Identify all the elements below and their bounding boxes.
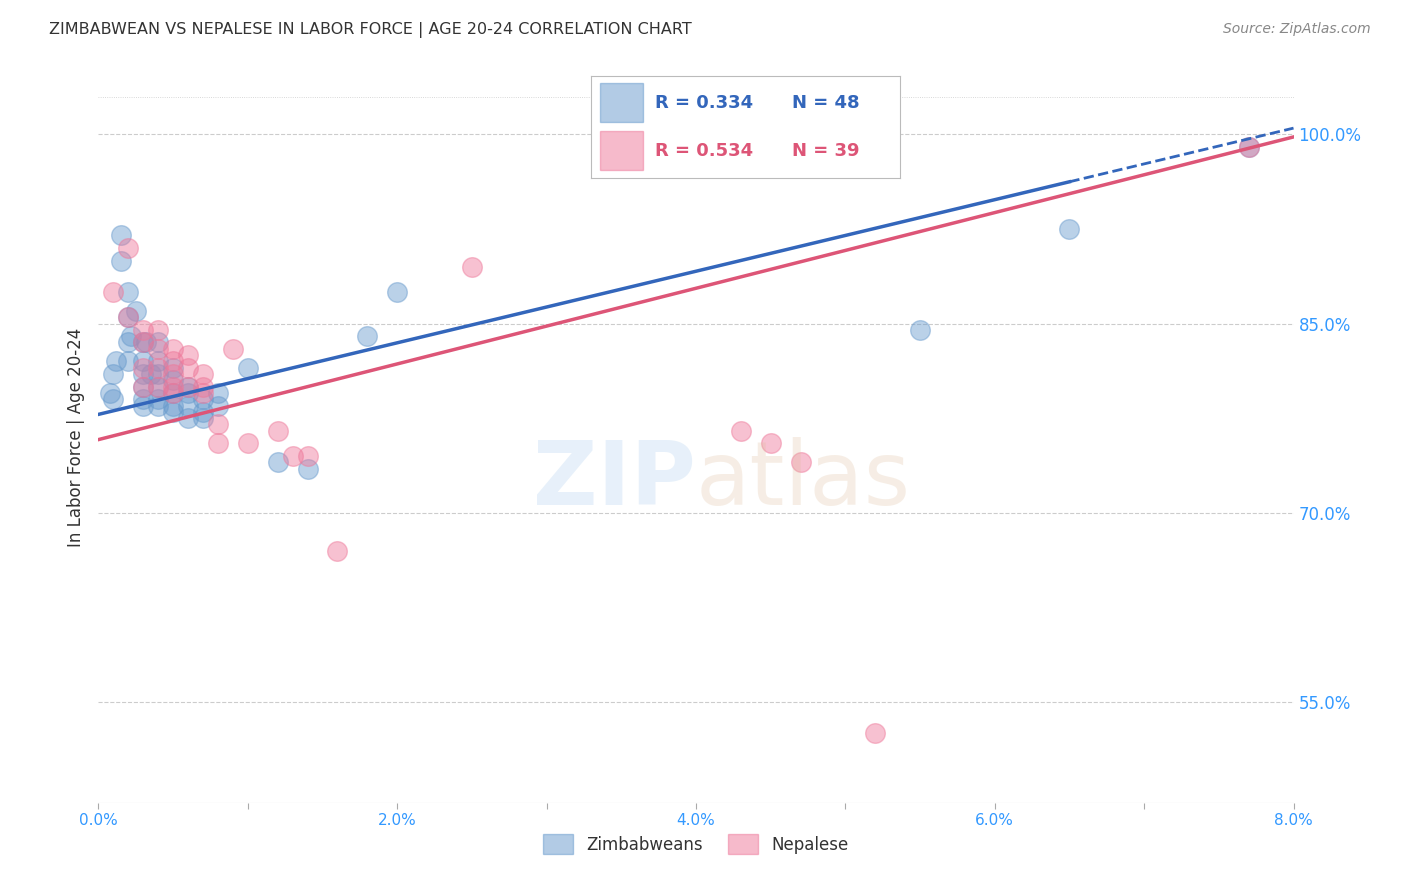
Point <box>132 354 155 368</box>
Point <box>236 360 259 375</box>
Point <box>865 726 887 740</box>
Text: N = 39: N = 39 <box>792 142 859 161</box>
Point <box>191 392 214 407</box>
Point <box>132 335 155 350</box>
Point <box>162 386 184 401</box>
Text: R = 0.534: R = 0.534 <box>655 142 754 161</box>
Point <box>207 417 229 432</box>
Text: ZIMBABWEAN VS NEPALESE IN LABOR FORCE | AGE 20-24 CORRELATION CHART: ZIMBABWEAN VS NEPALESE IN LABOR FORCE | … <box>49 22 692 38</box>
Point <box>117 285 139 299</box>
Point <box>297 449 319 463</box>
Point <box>148 360 170 375</box>
Point <box>148 379 170 393</box>
Point <box>117 335 139 350</box>
Point <box>207 436 229 450</box>
Point <box>148 367 170 381</box>
Point <box>162 342 184 356</box>
Point <box>110 228 132 243</box>
Point <box>162 379 184 393</box>
Point <box>148 379 170 393</box>
Point <box>1237 140 1260 154</box>
Point <box>789 455 811 469</box>
Point <box>267 424 290 438</box>
Point <box>125 304 148 318</box>
Point <box>148 399 170 413</box>
Text: Source: ZipAtlas.com: Source: ZipAtlas.com <box>1223 22 1371 37</box>
Point <box>461 260 484 274</box>
Point <box>132 379 155 393</box>
Point <box>281 449 304 463</box>
Point <box>1059 222 1081 236</box>
Point <box>177 379 200 393</box>
Point <box>120 329 142 343</box>
Bar <box>600 83 643 122</box>
Point <box>177 379 200 393</box>
Point <box>117 354 139 368</box>
Point <box>759 436 782 450</box>
Point <box>385 285 409 299</box>
Point <box>103 392 125 407</box>
Point <box>148 392 170 407</box>
Point <box>356 329 378 343</box>
Point <box>148 342 170 356</box>
Point <box>191 386 214 401</box>
Point <box>1237 140 1260 154</box>
Point <box>148 354 170 368</box>
Point <box>132 379 155 393</box>
Point <box>103 367 125 381</box>
Point <box>326 543 349 558</box>
Point <box>110 253 132 268</box>
Point <box>177 360 200 375</box>
Point <box>148 323 170 337</box>
Legend: Zimbabweans, Nepalese: Zimbabweans, Nepalese <box>537 828 855 860</box>
Point <box>191 405 214 419</box>
Point <box>117 310 139 325</box>
Point <box>191 367 214 381</box>
Point <box>132 367 155 381</box>
Point <box>103 285 125 299</box>
Text: ZIP: ZIP <box>533 437 696 524</box>
Point <box>105 354 128 368</box>
Text: N = 48: N = 48 <box>792 94 859 112</box>
Point <box>162 373 184 387</box>
Point <box>139 367 162 381</box>
Point <box>98 386 122 401</box>
Point <box>162 405 184 419</box>
Y-axis label: In Labor Force | Age 20-24: In Labor Force | Age 20-24 <box>66 327 84 547</box>
Point <box>135 335 157 350</box>
Text: R = 0.334: R = 0.334 <box>655 94 754 112</box>
Point <box>117 310 139 325</box>
Point <box>117 241 139 255</box>
Point <box>177 399 200 413</box>
Point <box>191 411 214 425</box>
Point <box>132 323 155 337</box>
Point <box>908 323 931 337</box>
Point <box>162 367 184 381</box>
Point <box>162 354 184 368</box>
Point <box>132 360 155 375</box>
Point <box>132 392 155 407</box>
Point <box>132 335 155 350</box>
Point <box>207 399 229 413</box>
Point <box>267 455 290 469</box>
Point <box>132 399 155 413</box>
Point <box>177 386 200 401</box>
Point <box>222 342 245 356</box>
Point <box>177 348 200 362</box>
Point <box>177 411 200 425</box>
Point <box>207 386 229 401</box>
Point <box>162 399 184 413</box>
Point <box>162 386 184 401</box>
Point <box>236 436 259 450</box>
Point <box>162 360 184 375</box>
Text: atlas: atlas <box>696 437 911 524</box>
Point <box>730 424 752 438</box>
Bar <box>600 131 643 170</box>
Point <box>191 379 214 393</box>
Point <box>148 335 170 350</box>
Point <box>297 461 319 475</box>
